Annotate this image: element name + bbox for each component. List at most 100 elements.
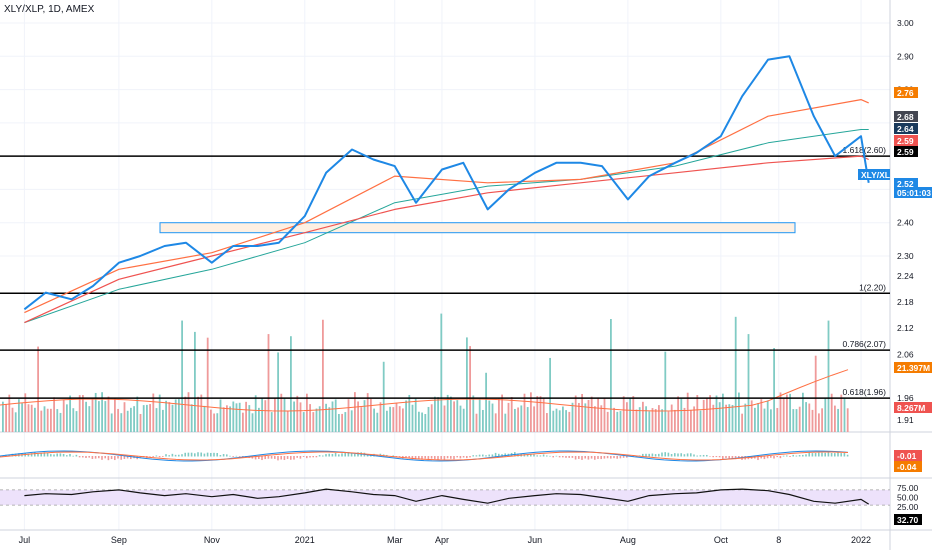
price-axis[interactable]: 3.002.902.802.402.302.242.182.122.061.96…: [897, 18, 919, 512]
volume-bar: [334, 399, 337, 432]
volume-bar: [162, 409, 164, 432]
volume-bar: [344, 412, 347, 432]
lower-tick-label: 2.18: [897, 297, 914, 307]
support-zone[interactable]: [159, 222, 796, 234]
volume-bar: [837, 408, 839, 432]
price-tick-label: 3.00: [897, 18, 914, 28]
volume-bar: [56, 409, 59, 432]
volume-bar: [405, 400, 407, 432]
volume-bar: [635, 409, 638, 432]
macd-bar: [235, 455, 238, 457]
volume-bar: [843, 397, 846, 432]
volume-bar: [226, 405, 228, 432]
macd-bar: [11, 453, 14, 457]
symbol-title[interactable]: XLY/XLP, 1D, AMEX: [4, 4, 95, 15]
volume-bar: [8, 394, 11, 432]
volume-bar: [808, 403, 811, 432]
macd-bar: [430, 456, 433, 459]
volume-bar: [203, 405, 206, 432]
support-zone-rect[interactable]: [159, 222, 796, 234]
volume-bar: [133, 406, 135, 432]
volume-bar: [814, 355, 817, 432]
volume-bar: [558, 410, 561, 432]
volume-bar: [469, 346, 471, 432]
volume-bar: [594, 406, 596, 432]
macd-bar: [536, 455, 538, 457]
macd-bar: [104, 456, 106, 459]
rsi-tick-label: 75.00: [897, 483, 919, 493]
macd-bar: [270, 456, 273, 459]
price-badge-label: 2.64: [897, 124, 914, 134]
macd-bar: [94, 456, 97, 459]
volume-bar: [286, 411, 289, 432]
volume-bar: [440, 313, 443, 432]
macd-bar: [699, 455, 702, 457]
macd-bar: [789, 456, 791, 457]
time-tick-label: Mar: [387, 535, 403, 545]
macd-bar: [171, 453, 174, 457]
volume-bar: [581, 393, 583, 432]
volume-bar: [338, 413, 340, 432]
volume-bar: [619, 411, 622, 432]
macd-bar: [574, 456, 577, 460]
volume-bar: [283, 398, 286, 432]
volume-bar: [174, 399, 177, 432]
value-badge-label: 32.70: [897, 515, 919, 525]
macd-bar: [30, 453, 33, 457]
macd-bar: [782, 455, 785, 457]
fib-levels: 1.618(2.60) 1(2.20) 0.786(2.07) 0.618(1.96): [0, 145, 890, 399]
volume-bar: [450, 396, 452, 432]
rsi-tick-label: 50.00: [897, 493, 919, 503]
volume-bar: [222, 407, 225, 432]
macd-bar: [69, 453, 71, 457]
macd-bar: [571, 456, 574, 458]
volume-bar: [629, 397, 631, 432]
macd-bar: [590, 456, 593, 459]
volume-bar: [59, 412, 62, 432]
volume-bar: [677, 396, 679, 432]
price-line: [23, 55, 870, 311]
volume-bar: [197, 396, 199, 432]
volume-bar: [216, 413, 219, 432]
time-tick-label: Sep: [111, 535, 127, 545]
volume-bar: [238, 402, 241, 432]
macd-bar: [827, 452, 830, 457]
volume-bar: [510, 397, 513, 432]
volume-bar: [782, 398, 785, 432]
macd-bar: [334, 452, 337, 457]
volume-bar: [46, 408, 49, 432]
volume-bar: [178, 399, 180, 432]
macd-bar: [62, 453, 65, 457]
volume-bar: [229, 406, 231, 432]
price-badge: [894, 123, 918, 134]
volume-bar: [779, 392, 782, 432]
macd-bar: [722, 456, 724, 460]
macd-bar: [462, 456, 465, 458]
lower-tick-label: 1.96: [897, 393, 914, 403]
volume-bar: [293, 401, 295, 432]
time-tick-label: Jun: [528, 535, 543, 545]
macd-bar: [654, 454, 657, 457]
volume-bar: [206, 337, 209, 432]
volume-bar: [830, 393, 833, 432]
macd-bar: [331, 453, 334, 457]
macd-bar: [27, 453, 30, 457]
volume-bar: [18, 399, 20, 432]
time-axis[interactable]: Jul Sep Nov 2021 Mar Apr Jun Aug Oct 8 2022: [19, 535, 871, 545]
macd-bar: [622, 456, 625, 458]
volume-bar: [722, 393, 724, 432]
volume-bar: [613, 407, 615, 432]
macd-bar: [34, 452, 36, 457]
volume-bar: [478, 399, 481, 432]
macd-bar: [539, 455, 542, 457]
volume-bar: [446, 394, 449, 432]
volume-bar: [274, 398, 276, 432]
macd-bar: [120, 456, 122, 460]
macd-bar: [82, 456, 84, 458]
macd-bar: [258, 456, 260, 460]
value-badge: [894, 362, 932, 373]
macd-bar: [414, 456, 417, 460]
macd-bar: [306, 456, 308, 459]
volume-bar: [386, 410, 388, 432]
